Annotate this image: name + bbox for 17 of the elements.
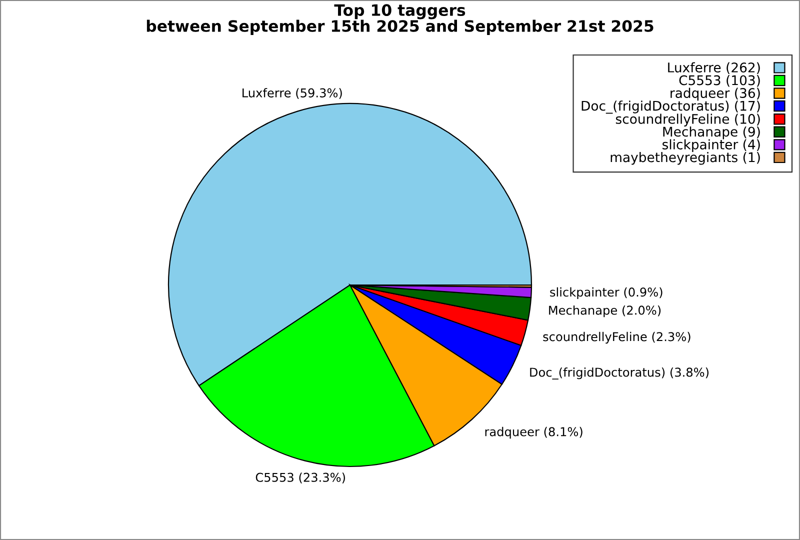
data-label: Doc_(frigidDoctoratus) (3.8%): [530, 367, 709, 380]
data-label: scoundrellyFeline (2.3%): [543, 332, 690, 344]
data-label: Luxferre (59.3%): [242, 88, 342, 99]
legend-label: Doc_(frigidDoctoratus) (17): [582, 100, 760, 114]
legend-label: C5553 (103): [679, 75, 760, 87]
chart-subtitle: between September 15th 2025 and September 21st 2025: [146, 20, 654, 35]
legend-label: radqueer (36): [670, 88, 760, 101]
legend-label: Mechanape (9): [663, 126, 760, 140]
legend-label: slickpainter (4): [662, 139, 760, 152]
legend-label: maybetheyregiants (1): [610, 152, 760, 165]
legend-label: Luxferre (262): [668, 62, 760, 74]
data-label: Mechanape (2.0%): [549, 305, 661, 318]
data-label: C5553 (23.3%): [256, 472, 345, 484]
data-label: slickpainter (0.9%): [550, 287, 662, 300]
legend-label: scoundrellyFeline (10): [616, 114, 760, 126]
data-label: radqueer (8.1%): [485, 426, 582, 439]
chart-title: Top 10 taggers: [334, 4, 466, 20]
